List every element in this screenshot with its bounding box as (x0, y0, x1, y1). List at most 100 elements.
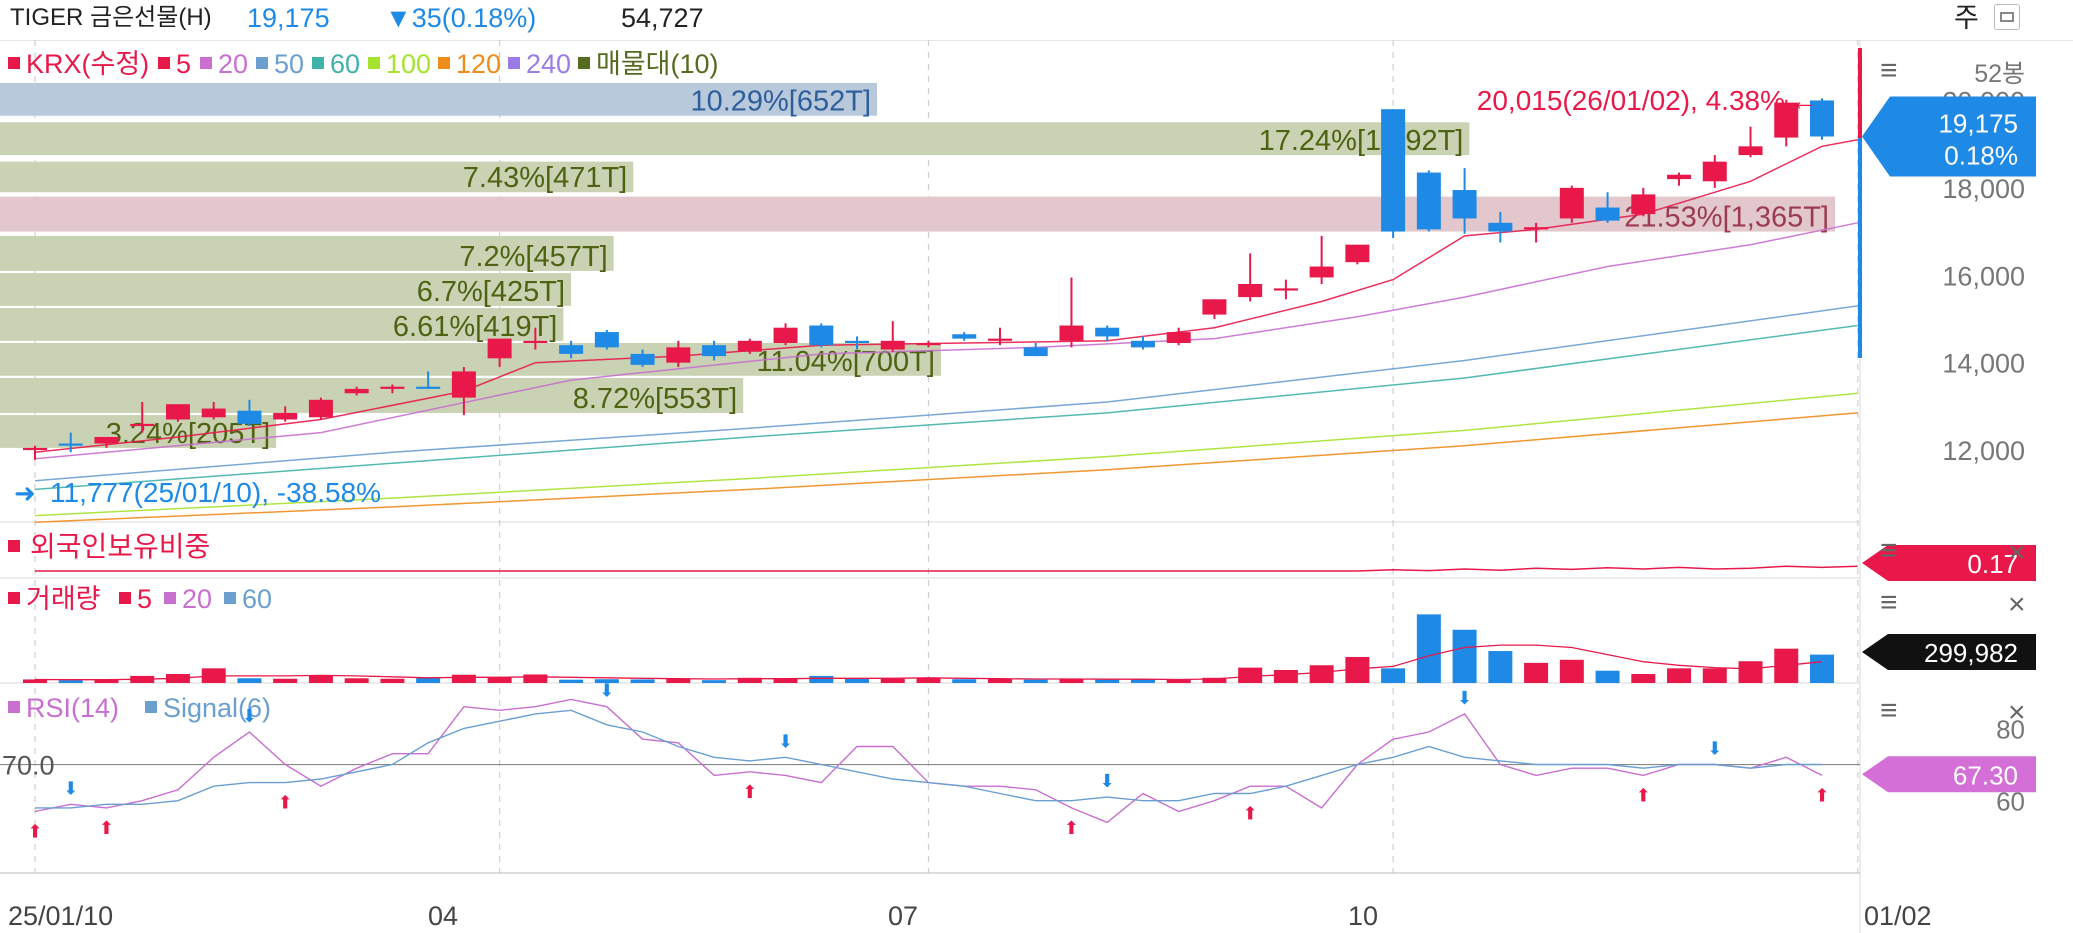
candle-body (344, 388, 369, 394)
volume-bar (630, 679, 655, 683)
sell-signal-icon: ⬇ (1707, 739, 1722, 759)
buy-signal-icon: ⬆ (742, 782, 757, 802)
rsi-panel-menu-icon: ≡ (1880, 694, 1898, 727)
x-tick-label: 10 (1348, 901, 1378, 931)
volume-bar (1273, 669, 1298, 683)
price-tick-label: 12,000 (1942, 436, 2025, 466)
volume-bar (451, 674, 476, 683)
price-range-bar-up (1858, 48, 1862, 138)
sell-signal-icon: ⬇ (1100, 771, 1115, 791)
candle-body (94, 436, 119, 444)
volume-tag-value: 299,982 (1924, 638, 2018, 668)
foreign-panel-close-icon: × (2008, 536, 2026, 569)
sell-signal-icon: ⬇ (242, 706, 257, 726)
current-price-tag-value: 19,175 (1938, 109, 2018, 139)
volume-bar (666, 678, 691, 683)
volume-bar (487, 677, 512, 683)
x-tick-label: 01/02 (1864, 901, 1932, 931)
buy-signal-icon: ⬆ (278, 793, 293, 813)
volume-profile-label: 6.7%[425T] (417, 276, 565, 308)
stock-chart[interactable]: 25/01/10 04 07 10 01/02 10.29%[652T] 17.24%[1,… (0, 40, 2073, 933)
current-price: 19,175 (247, 3, 330, 33)
moving-average-20 (34, 222, 1858, 460)
candle-body (1416, 172, 1441, 230)
volume-ma5-line (34, 644, 1823, 681)
legend-label: 5 (176, 49, 191, 79)
volume-bar (916, 678, 941, 683)
volume-bar (594, 679, 619, 683)
candle-body (273, 412, 298, 420)
fullscreen-icon[interactable] (1994, 4, 2020, 30)
moving-average-5 (34, 139, 1858, 454)
volume-bar (380, 678, 405, 683)
sell-signal-icon: ⬇ (778, 731, 793, 751)
volume-bar (773, 678, 798, 683)
candle-body (1702, 161, 1727, 182)
rsi-tag (1862, 756, 2036, 793)
volume-bar (1702, 668, 1727, 683)
volume-profile-band (0, 82, 878, 116)
volume-bar (1595, 670, 1620, 683)
foreign-panel-menu-icon: ≡ (1880, 534, 1898, 567)
candle-body (845, 340, 870, 343)
candle-body (1524, 227, 1549, 230)
buy-signal-icon: ⬆ (1064, 818, 1079, 838)
moving-average-100 (34, 392, 1858, 517)
candle-body (1095, 327, 1120, 337)
legend-swatch (438, 57, 450, 69)
volume-bar (58, 680, 83, 683)
volume-legend-label: 20 (182, 584, 212, 614)
volume-bar (559, 679, 584, 683)
legend-swatch (224, 592, 236, 604)
volume-profile-band (0, 196, 1835, 232)
volume-bar (523, 674, 548, 683)
candle-body (1130, 340, 1155, 348)
trade-volume: 54,727 (621, 3, 704, 33)
volume-tag (1862, 634, 2036, 670)
stock-name[interactable]: TIGER 금은선물(H) (10, 4, 212, 31)
legend-swatch (200, 57, 212, 69)
price-range-bar (1858, 48, 1862, 358)
buy-signal-icon: ⬆ (1814, 785, 1829, 805)
current-price-tag (1862, 96, 2036, 177)
volume-bar (94, 679, 119, 683)
volume-bar (952, 679, 977, 683)
volume-profile-band (0, 161, 634, 193)
moving-average-50 (34, 305, 1858, 482)
low-price-annotation: 11,777(25/01/10), -38.58% (50, 477, 381, 508)
legend-label: 60 (330, 49, 360, 79)
candle-body (308, 399, 333, 418)
legend-swatch (8, 540, 20, 552)
rsi-legend-label: RSI(14) (26, 693, 119, 723)
period-selector[interactable]: 주 (1954, 3, 1979, 33)
candle-body (559, 345, 584, 354)
rsi-tag-value: 67.30 (1953, 760, 2018, 790)
volume-profile-band (0, 308, 564, 341)
volume-profile-label: 6.61%[419T] (393, 311, 557, 343)
candle-body (523, 340, 548, 343)
legend-swatch (119, 592, 131, 604)
candle-body (1238, 284, 1263, 298)
legend-label: 240 (526, 49, 571, 79)
foreign-ownership-line (35, 565, 1858, 572)
moving-average-120 (34, 412, 1858, 523)
candle-body (1381, 109, 1406, 232)
volume-bar (1559, 659, 1584, 683)
candle-body (165, 404, 190, 420)
volume-bar (1095, 679, 1120, 683)
volume-profile-label: 8.72%[553T] (573, 383, 737, 415)
volume-legend-label: 5 (137, 584, 152, 614)
legend-swatch (145, 701, 157, 713)
x-tick-label: 04 (428, 901, 458, 931)
legend-swatch (256, 57, 268, 69)
volume-bar (880, 678, 905, 683)
candle-body (702, 345, 727, 357)
buy-signal-icon: ⬆ (1243, 803, 1258, 823)
legend-swatch (368, 57, 380, 69)
sell-signal-icon: ⬇ (1457, 688, 1472, 708)
legend-label: 20 (218, 49, 248, 79)
bar-count-label: 52봉 (1974, 60, 2025, 88)
candle-body (58, 443, 83, 446)
candle-body (1595, 207, 1620, 221)
candle-body (1738, 146, 1763, 156)
